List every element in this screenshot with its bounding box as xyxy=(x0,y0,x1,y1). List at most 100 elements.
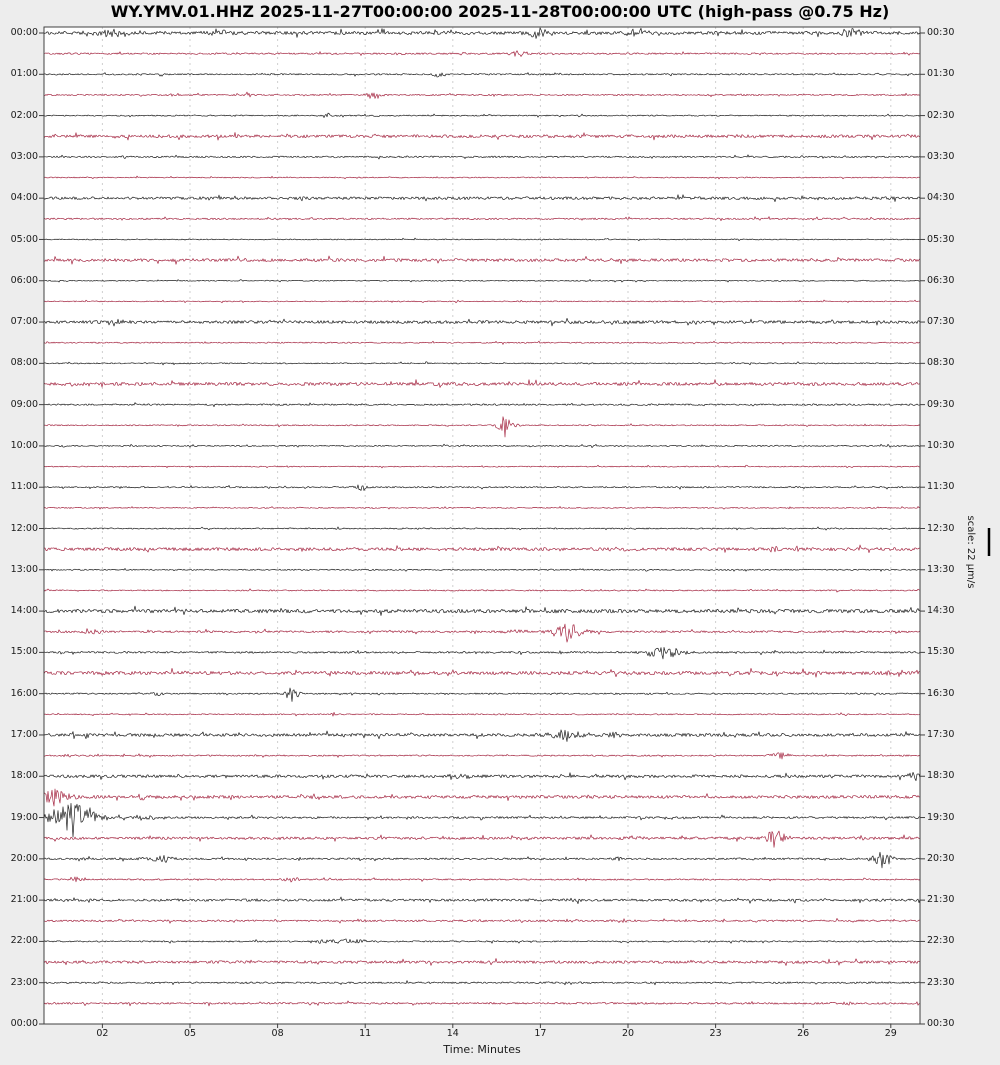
y-axis-label-right: 14:30 xyxy=(927,605,955,617)
y-axis-label-left: 06:00 xyxy=(10,274,38,286)
trace-row-0700 xyxy=(44,317,921,327)
plot-frame xyxy=(43,26,921,1025)
trace-row-1600 xyxy=(44,687,921,702)
y-axis-label-left: 15:00 xyxy=(10,646,38,658)
x-axis-tick-label: 17 xyxy=(534,1028,547,1039)
trace-row-1700 xyxy=(43,729,921,742)
y-axis-label-right: 19:30 xyxy=(927,811,955,823)
trace-row-0800 xyxy=(43,361,921,366)
trace-row-0300 xyxy=(43,154,921,160)
y-axis-label-left: 08:00 xyxy=(10,357,38,369)
trace-row-1300 xyxy=(43,568,920,572)
trace-row-2000 xyxy=(43,851,921,869)
y-axis-label-left: 14:00 xyxy=(10,605,38,617)
trace-row-0900 xyxy=(43,402,921,408)
y-axis-label-right: 20:30 xyxy=(927,852,955,864)
y-axis-label-left: 13:00 xyxy=(10,563,38,575)
trace-row-0330 xyxy=(43,175,921,180)
y-axis-label-left: 00:00 xyxy=(10,27,38,38)
trace-row-0400 xyxy=(43,194,921,203)
trace-row-0230 xyxy=(43,132,921,141)
y-axis-label-left: 17:00 xyxy=(10,729,38,740)
y-axis-label-left: 20:00 xyxy=(10,852,38,864)
y-axis-label-left: 07:00 xyxy=(10,316,38,327)
trace-row-0830 xyxy=(43,379,921,388)
y-axis-label-right: 02:30 xyxy=(927,109,955,121)
y-axis-label-right: 00:30 xyxy=(927,1018,955,1029)
y-axis-label-right: 23:30 xyxy=(927,976,955,988)
trace-row-0930 xyxy=(43,416,921,438)
y-axis-label-right: 01:30 xyxy=(927,68,955,80)
trace-row-1000 xyxy=(43,443,920,448)
y-axis-label-right: 15:30 xyxy=(927,646,955,658)
y-axis-label-right: 05:30 xyxy=(927,233,955,245)
y-axis-label-left: 11:00 xyxy=(10,481,38,493)
trace-row-1400 xyxy=(43,605,921,616)
trace-row-1830 xyxy=(43,788,921,807)
page-title: WY.YMV.01.HHZ 2025-11-27T00:00:00 2025-1… xyxy=(110,2,890,21)
y-axis-label-left: 04:00 xyxy=(10,192,38,204)
trace-row-2100 xyxy=(43,896,921,905)
x-axis-tick-label: 02 xyxy=(96,1028,109,1039)
trace-row-1100 xyxy=(43,484,921,491)
y-axis-label-left: 22:00 xyxy=(10,935,38,947)
y-axis-label-left: 09:00 xyxy=(10,398,38,410)
y-axis-label-right: 13:30 xyxy=(927,563,955,575)
y-axis-label-right: 09:30 xyxy=(927,398,955,410)
y-axis-label-right: 08:30 xyxy=(927,357,955,369)
y-axis-label-right: 16:30 xyxy=(927,687,955,699)
trace-row-0430 xyxy=(43,216,921,222)
trace-row-0600 xyxy=(43,279,921,283)
trace-row-2200 xyxy=(43,938,921,944)
y-axis-label-right: 21:30 xyxy=(927,894,955,906)
trace-row-0200 xyxy=(43,112,921,118)
y-ticks xyxy=(39,32,925,1025)
y-axis-label-right: 04:30 xyxy=(927,192,955,204)
amplitude-scale-label: scale: 22 μm/s xyxy=(965,515,976,589)
trace-row-1800 xyxy=(43,771,921,782)
trace-row-1330 xyxy=(43,588,921,593)
y-axis-label-right: 12:30 xyxy=(927,522,955,534)
trace-row-0730 xyxy=(43,340,921,345)
trace-row-0500 xyxy=(43,237,920,242)
trace-row-1900 xyxy=(43,802,921,838)
y-axis-label-left: 03:00 xyxy=(10,150,38,162)
trace-row-0630 xyxy=(43,299,921,304)
y-axis-label-left: 21:00 xyxy=(10,894,38,906)
trace-row-1730 xyxy=(44,752,921,760)
trace-row-0100 xyxy=(43,72,921,78)
y-axis-label-right: 17:30 xyxy=(927,729,955,740)
trace-row-1430 xyxy=(43,623,921,643)
trace-row-1230 xyxy=(43,544,921,553)
trace-row-1030 xyxy=(43,464,920,469)
y-axis-label-left: 02:00 xyxy=(10,109,38,121)
y-axis-label-right: 00:30 xyxy=(927,27,955,38)
y-axis-label-left: 00:00 xyxy=(10,1018,38,1029)
trace-row-2330 xyxy=(43,1000,921,1007)
y-axis-label-left: 18:00 xyxy=(10,770,38,782)
trace-row-0000 xyxy=(43,27,921,39)
trace-row-1630 xyxy=(43,711,921,717)
y-axis-label-right: 22:30 xyxy=(927,935,955,947)
y-axis-label-left: 10:00 xyxy=(10,439,38,451)
x-axis-tick-label: 20 xyxy=(621,1028,635,1039)
x-axis-tick-label: 23 xyxy=(709,1028,722,1039)
trace-row-2030 xyxy=(43,876,921,883)
trace-row-2300 xyxy=(43,980,921,986)
trace-row-0030 xyxy=(44,50,921,57)
y-axis-label-left: 23:00 xyxy=(10,976,38,988)
x-axis-tick-label: 08 xyxy=(271,1028,284,1039)
gridlines xyxy=(101,27,892,1024)
x-axis-tick-label: 11 xyxy=(359,1028,372,1039)
plot-area xyxy=(44,27,920,1024)
y-axis-label-left: 19:00 xyxy=(10,811,38,823)
y-axis-label-right: 11:30 xyxy=(927,481,955,493)
y-axis-label-left: 16:00 xyxy=(10,687,38,699)
x-axis-tick-label: 26 xyxy=(797,1028,810,1039)
y-axis-label-right: 03:30 xyxy=(927,150,955,162)
trace-row-1530 xyxy=(43,667,921,678)
x-axis-tick-label: 05 xyxy=(183,1028,197,1039)
y-axis-label-right: 07:30 xyxy=(927,316,955,327)
